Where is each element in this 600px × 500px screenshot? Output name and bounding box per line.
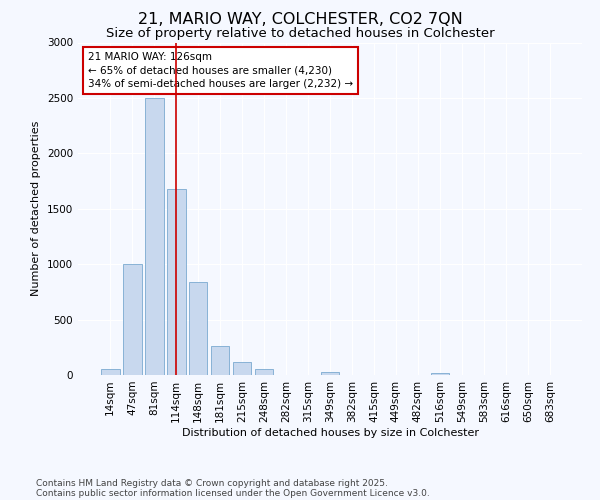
X-axis label: Distribution of detached houses by size in Colchester: Distribution of detached houses by size … — [182, 428, 479, 438]
Text: Size of property relative to detached houses in Colchester: Size of property relative to detached ho… — [106, 28, 494, 40]
Y-axis label: Number of detached properties: Number of detached properties — [31, 121, 41, 296]
Bar — [255, 370, 274, 375]
Text: 21 MARIO WAY: 126sqm
← 65% of detached houses are smaller (4,230)
34% of semi-de: 21 MARIO WAY: 126sqm ← 65% of detached h… — [88, 52, 353, 89]
Bar — [211, 346, 229, 375]
Bar — [123, 264, 142, 375]
Text: 21, MARIO WAY, COLCHESTER, CO2 7QN: 21, MARIO WAY, COLCHESTER, CO2 7QN — [137, 12, 463, 28]
Text: Contains HM Land Registry data © Crown copyright and database right 2025.: Contains HM Land Registry data © Crown c… — [36, 478, 388, 488]
Bar — [189, 282, 208, 375]
Bar — [233, 362, 251, 375]
Bar — [320, 372, 340, 375]
Bar — [101, 370, 119, 375]
Text: Contains public sector information licensed under the Open Government Licence v3: Contains public sector information licen… — [36, 488, 430, 498]
Bar — [145, 98, 164, 375]
Bar — [167, 189, 185, 375]
Bar — [431, 373, 449, 375]
